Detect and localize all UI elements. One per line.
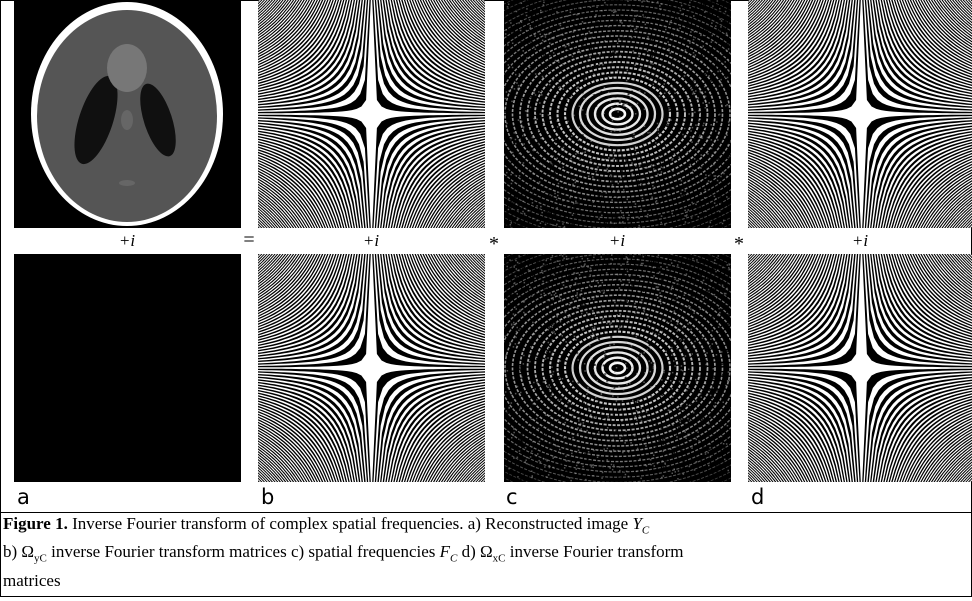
- caption-text: inverse Fourier transform matrices c) sp…: [46, 542, 440, 562]
- phantom-feature: [74, 75, 118, 165]
- plus-i: +i: [609, 231, 625, 250]
- caption-text: Inverse Fourier transform of complex spa…: [67, 514, 633, 533]
- panel-bg: [258, 0, 485, 228]
- phantom-feature: [119, 180, 135, 186]
- ring: [578, 86, 657, 142]
- caption: Figure 1. Inverse Fourier transform of c…: [1, 512, 971, 597]
- panel-letter: d: [751, 485, 764, 509]
- phantom-panel: [14, 0, 241, 482]
- plus-i: +i: [119, 231, 135, 250]
- ring: [526, 50, 709, 178]
- ring: [504, 14, 731, 214]
- patterns: [258, 0, 972, 482]
- panel-letter: a: [17, 485, 30, 509]
- ring: [526, 304, 709, 432]
- ring: [504, 19, 731, 209]
- caption-text: matrices: [3, 570, 61, 590]
- ring: [504, 263, 731, 473]
- panel-bg: [504, 254, 731, 482]
- ring: [608, 361, 627, 375]
- subscript: C: [450, 552, 458, 565]
- noise: [504, 254, 731, 482]
- ring: [556, 71, 679, 157]
- ring: [519, 45, 716, 183]
- ring: [504, 268, 731, 468]
- caption-line: Figure 1. Inverse Fourier transform of c…: [3, 513, 971, 541]
- fringes: [748, 0, 972, 228]
- ring: [511, 40, 724, 188]
- plus-i: +i: [852, 231, 868, 250]
- ring: [601, 102, 634, 126]
- phantom-feature: [107, 44, 147, 92]
- subscript: xC: [492, 552, 506, 565]
- phantom-feature: [121, 110, 133, 130]
- ring: [571, 335, 664, 401]
- caption-line: matrices: [3, 570, 971, 591]
- noise: [504, 0, 730, 228]
- ring: [504, 35, 731, 193]
- ring: [541, 315, 694, 421]
- ring: [534, 309, 701, 427]
- operator: *: [489, 233, 499, 255]
- fringes: [258, 0, 485, 228]
- ring: [586, 92, 649, 136]
- ring: [563, 330, 672, 406]
- caption-text: b) Ω: [3, 542, 35, 562]
- ring: [541, 61, 694, 167]
- plus-i: +i: [363, 231, 379, 250]
- panel-letter: c: [506, 485, 518, 509]
- ring: [563, 76, 672, 152]
- ring: [504, 289, 731, 447]
- panel-bg: [258, 254, 485, 482]
- subscript: C: [641, 524, 650, 537]
- fringes: [748, 254, 972, 482]
- ring: [556, 325, 679, 411]
- panel-letter: b: [261, 485, 274, 509]
- ring: [593, 351, 642, 385]
- ring: [519, 299, 716, 437]
- symbol: F: [439, 542, 451, 562]
- operator: =: [243, 229, 254, 251]
- subscript: yC: [34, 552, 47, 565]
- ring: [504, 284, 731, 452]
- operator: *: [734, 233, 744, 255]
- phantom-feature: [140, 83, 176, 157]
- ring: [511, 294, 724, 442]
- fringes: [258, 254, 485, 482]
- caption-text: inverse Fourier transform: [505, 542, 684, 562]
- figure-label: Figure 1.: [3, 514, 68, 533]
- panel-bg: [504, 0, 731, 228]
- symbol: Y: [632, 514, 642, 533]
- ring: [578, 340, 657, 396]
- ring: [504, 30, 731, 198]
- ring: [593, 97, 642, 131]
- ring: [608, 107, 627, 121]
- ring: [549, 320, 686, 416]
- panel-bg: [14, 254, 241, 482]
- ring: [571, 81, 664, 147]
- ring: [504, 9, 731, 219]
- caption-text: d) Ω: [457, 542, 493, 562]
- caption-line: b) ΩyC inverse Fourier transform matrice…: [3, 541, 971, 569]
- noise: [504, 254, 730, 482]
